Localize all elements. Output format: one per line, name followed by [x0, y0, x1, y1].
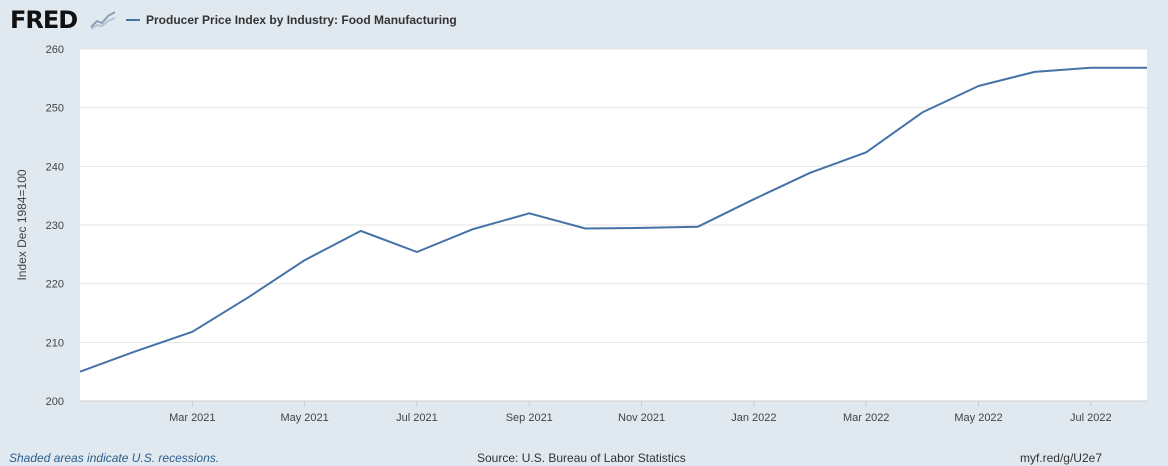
- series-point[interactable]: [694, 223, 702, 231]
- series-point[interactable]: [413, 248, 421, 256]
- legend-series-swatch: [126, 19, 140, 21]
- x-tick-label: Sep 2021: [506, 412, 553, 424]
- series-point[interactable]: [188, 328, 196, 336]
- series-point[interactable]: [525, 209, 533, 217]
- x-tick-label: Jan 2022: [731, 412, 776, 424]
- series-point[interactable]: [1143, 64, 1151, 72]
- x-tick-label: Jul 2022: [1070, 412, 1112, 424]
- series-point[interactable]: [581, 225, 589, 233]
- fred-graph-icon: [90, 10, 116, 30]
- series-point[interactable]: [638, 224, 646, 232]
- series-point[interactable]: [357, 227, 365, 235]
- series-point[interactable]: [975, 82, 983, 90]
- series-point[interactable]: [469, 225, 477, 233]
- x-tick-label: May 2021: [280, 412, 328, 424]
- y-tick-label: 230: [46, 220, 64, 232]
- series-point[interactable]: [918, 108, 926, 116]
- y-tick-label: 260: [46, 44, 64, 56]
- header: FRED Producer Price Index by Industry: F…: [0, 0, 1168, 42]
- x-tick-label: Mar 2021: [169, 412, 215, 424]
- series-point[interactable]: [76, 368, 84, 376]
- y-tick-label: 210: [46, 337, 64, 349]
- y-tick-label: 240: [46, 161, 64, 173]
- y-axis-title: Index Dec 1984=100: [15, 169, 29, 280]
- fred-logo[interactable]: FRED: [10, 6, 78, 34]
- series-point[interactable]: [244, 293, 252, 301]
- series-point[interactable]: [1087, 64, 1095, 72]
- series-point[interactable]: [301, 256, 309, 264]
- series-point[interactable]: [750, 195, 758, 203]
- y-tick-labels: 200 210 220 230 240 250 260: [46, 44, 64, 408]
- chart-legend: Producer Price Index by Industry: Food M…: [126, 13, 457, 27]
- x-tick-label: Jul 2021: [396, 412, 438, 424]
- source-credit: Source: U.S. Bureau of Labor Statistics: [477, 451, 686, 465]
- legend-series-label: Producer Price Index by Industry: Food M…: [146, 13, 457, 27]
- series-layer: [76, 64, 1151, 376]
- x-tick-label: Mar 2022: [843, 412, 889, 424]
- y-gridlines: [80, 48, 1147, 343]
- series-point[interactable]: [1031, 68, 1039, 76]
- y-tick-label: 200: [46, 396, 64, 408]
- series-line[interactable]: [79, 66, 1147, 373]
- recession-note[interactable]: Shaded areas indicate U.S. recessions.: [9, 451, 220, 465]
- series-point[interactable]: [132, 347, 140, 355]
- x-tick-label: Nov 2021: [618, 412, 665, 424]
- short-link[interactable]: myf.red/g/U2e7: [1019, 451, 1102, 465]
- x-tick-label: May 2022: [954, 412, 1002, 424]
- y-tick-label: 250: [46, 103, 64, 115]
- series-point[interactable]: [806, 169, 814, 177]
- y-tick-label: 220: [46, 279, 64, 291]
- x-axis-ticks: Mar 2021 May 2021 Jul 2021 Sep 2021 Nov 2021…: [169, 401, 1112, 424]
- series-point[interactable]: [862, 148, 870, 156]
